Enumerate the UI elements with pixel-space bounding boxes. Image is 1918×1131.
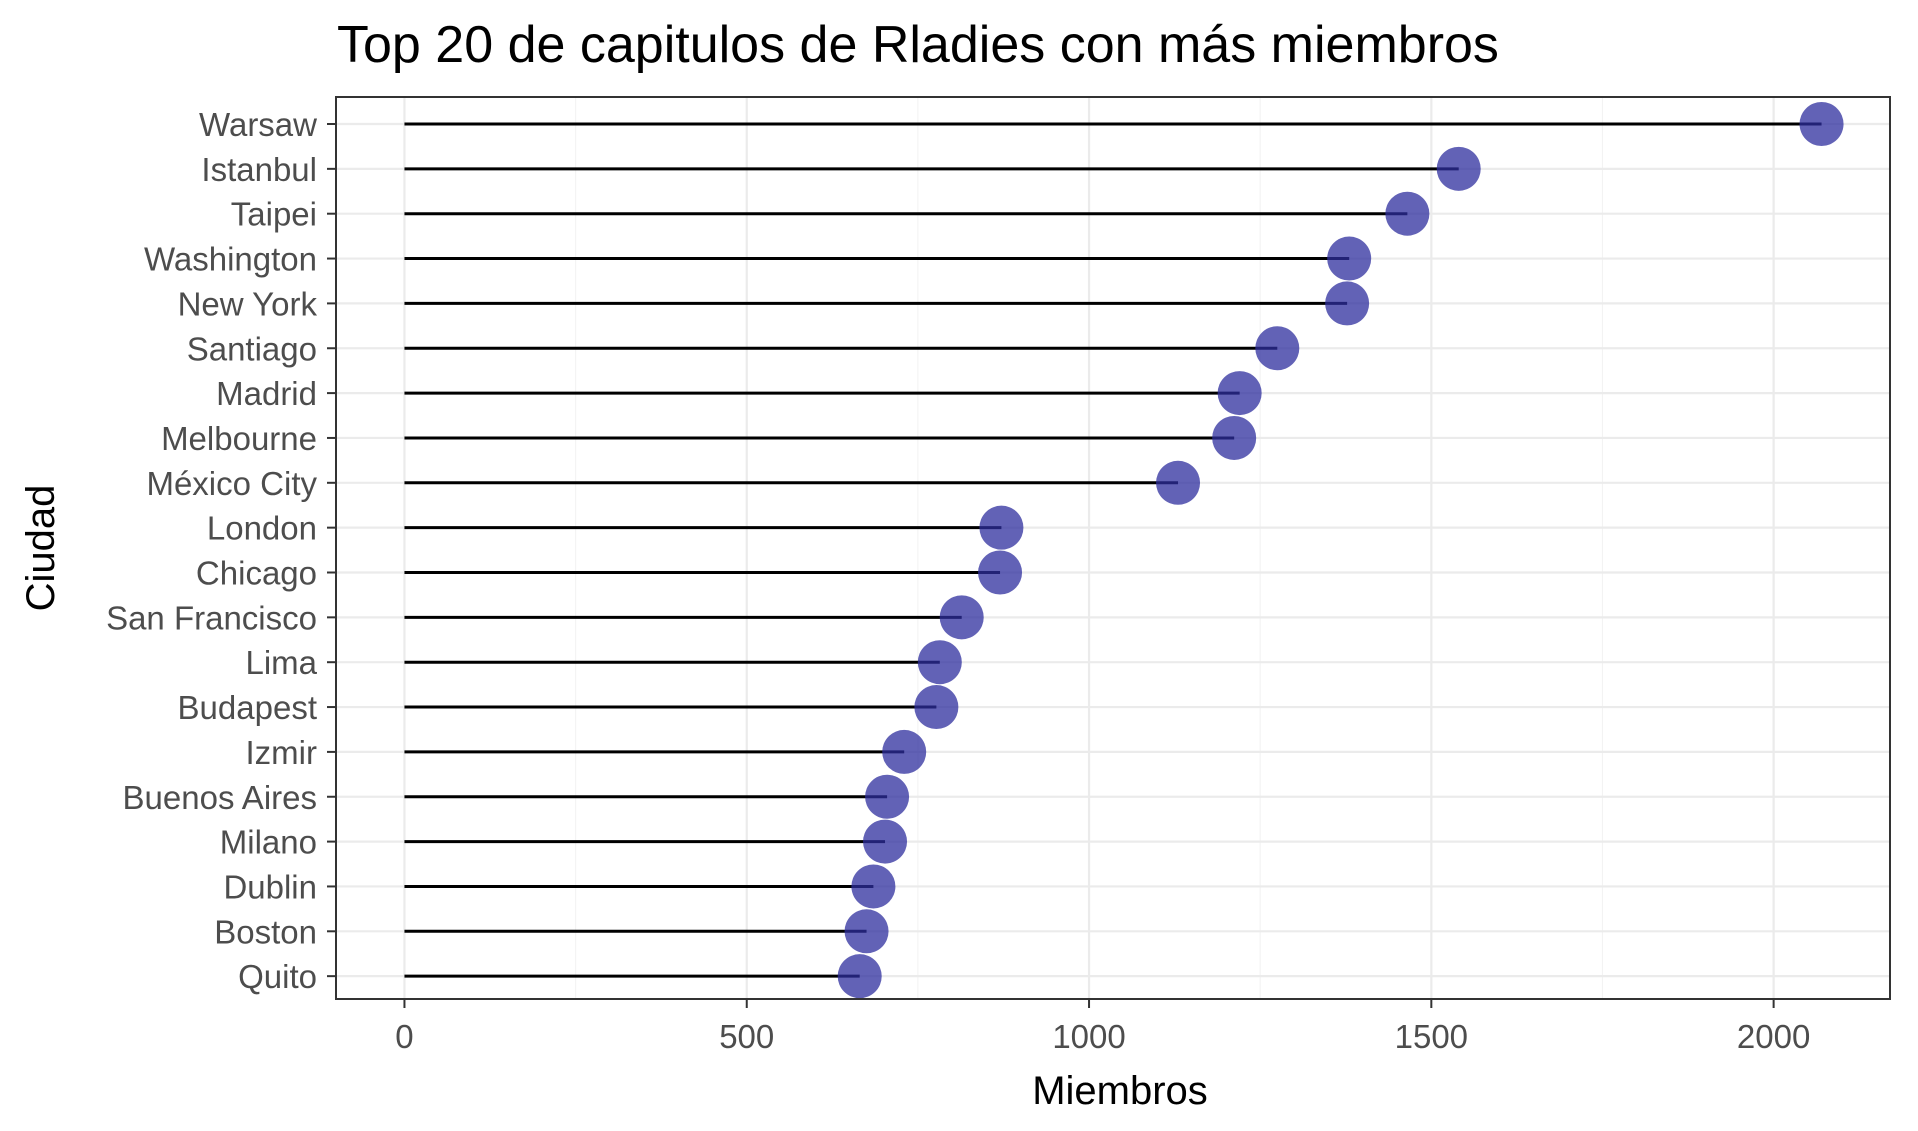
lollipop-point <box>1255 326 1299 370</box>
lollipop-point <box>978 551 1022 595</box>
y-category-label: Dublin <box>223 868 317 905</box>
lollipop-point <box>851 864 895 908</box>
y-category-label: Warsaw <box>199 106 317 143</box>
lollipop-point <box>1437 147 1481 191</box>
lollipop-point <box>914 685 958 729</box>
lollipop-point <box>1212 416 1256 460</box>
lollipop-point <box>1325 281 1369 325</box>
y-category-label: London <box>207 510 317 547</box>
lollipop-point <box>1800 102 1844 146</box>
y-category-label: México City <box>146 465 317 502</box>
lollipop-point <box>979 506 1023 550</box>
y-category-label: Santiago <box>187 330 317 367</box>
x-tick-label: 500 <box>719 1018 774 1055</box>
y-category-label: Izmir <box>246 734 317 771</box>
lollipop-point <box>918 640 962 684</box>
lollipop-point <box>863 820 907 864</box>
lollipop-point <box>838 954 882 998</box>
lollipop-point <box>882 730 926 774</box>
y-axis-title: Ciudad <box>19 485 63 612</box>
lollipop-point <box>1218 371 1262 415</box>
y-category-label: Budapest <box>178 689 317 726</box>
y-category-label: Lima <box>245 644 317 681</box>
lollipop-point <box>845 909 889 953</box>
y-category-label: Chicago <box>196 555 317 592</box>
y-category-label: Istanbul <box>201 151 317 188</box>
lollipop-point <box>1156 461 1200 505</box>
chart-title: Top 20 de capitulos de Rladies con más m… <box>337 16 1499 74</box>
lollipop-point <box>865 775 909 819</box>
lollipop-point <box>940 595 984 639</box>
lollipop-point <box>1385 192 1429 236</box>
y-category-label: Madrid <box>216 375 317 412</box>
y-category-label: Boston <box>214 913 317 950</box>
y-category-label: San Francisco <box>106 599 317 636</box>
y-category-label: Quito <box>238 958 317 995</box>
lollipop-point <box>1327 237 1371 281</box>
y-category-label: Milano <box>220 824 317 861</box>
y-category-label: Taipei <box>231 196 317 233</box>
y-category-label: Buenos Aires <box>123 779 317 816</box>
y-category-label: Melbourne <box>161 420 317 457</box>
y-category-label: New York <box>178 285 318 322</box>
x-tick-label: 2000 <box>1737 1018 1810 1055</box>
x-tick-label: 1500 <box>1395 1018 1468 1055</box>
y-category-label: Washington <box>144 241 317 278</box>
x-axis-title: Miembros <box>1032 1069 1208 1113</box>
x-tick-label: 1000 <box>1052 1018 1125 1055</box>
x-tick-label: 0 <box>395 1018 413 1055</box>
